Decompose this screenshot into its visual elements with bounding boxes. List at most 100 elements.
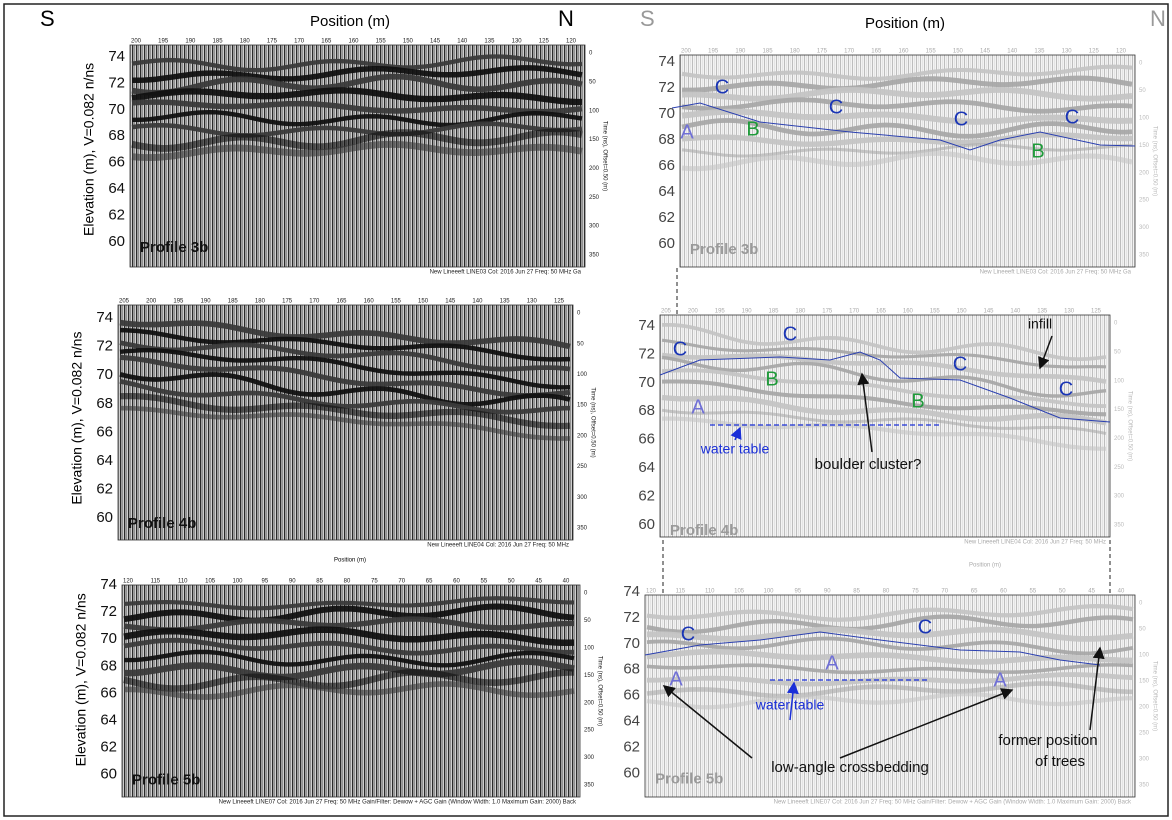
elevation-tick-label: 70 (96, 366, 113, 383)
trace-background (129, 44, 586, 268)
elevation-tick-label: 74 (638, 317, 655, 334)
elevation-tick-label: 72 (623, 609, 640, 626)
arrow (1038, 335, 1053, 370)
reflector (132, 109, 583, 128)
elevation-tick-label: 70 (658, 105, 675, 122)
reflector (681, 150, 1133, 172)
elevation-tick-label: 68 (623, 661, 640, 678)
position-tick-label: 140 (1010, 309, 1021, 315)
position-tick-label: 150 (403, 39, 414, 45)
annotation: A (993, 669, 1007, 691)
reflector (123, 668, 574, 692)
time-tick-label: 300 (584, 755, 595, 761)
position-tick-label: 80 (344, 579, 351, 585)
axis-title: Position (m) (865, 15, 945, 32)
arrow (1089, 646, 1105, 731)
reflector (131, 54, 583, 73)
reflector (119, 354, 571, 399)
position-tick-label: 165 (876, 309, 887, 315)
annotation: C (954, 108, 968, 130)
elevation-tick-label: 64 (638, 459, 655, 476)
reflector (124, 681, 575, 700)
profile-label: Profile 4b (128, 515, 196, 532)
time-tick-label: 150 (1139, 143, 1150, 149)
elevation-tick-label: 64 (108, 180, 125, 197)
reflector (646, 691, 1134, 710)
reflector (646, 636, 1134, 656)
time-tick-label: 100 (584, 645, 595, 651)
arrow (857, 372, 873, 453)
footer-text: New Lineeeft LINE07 Col: 2016 Jun 27 Fre… (219, 800, 577, 806)
reflector (119, 327, 571, 362)
annotation: A (680, 121, 694, 143)
position-tick-label: 170 (294, 39, 305, 45)
annotation: C (953, 353, 967, 375)
position-tick-label: 130 (1064, 309, 1075, 315)
time-tick-label: 250 (1139, 731, 1150, 737)
position-tick-label: 160 (898, 49, 909, 55)
time-tick-label: 350 (1114, 523, 1125, 529)
time-tick-label: 150 (1114, 407, 1125, 413)
arrow (662, 685, 753, 759)
position-tick-label: 185 (768, 309, 779, 315)
position-tick-label: 95 (795, 589, 802, 595)
position-tick-label: 180 (240, 39, 251, 45)
position-tick-label: 135 (484, 39, 495, 45)
position-tick-label: 80 (883, 589, 890, 595)
time-tick-label: 100 (1114, 378, 1125, 384)
elevation-tick-label: 66 (638, 431, 655, 448)
time-tick-label: 250 (589, 195, 600, 201)
annotation: infill (1028, 316, 1052, 332)
reflector (131, 128, 583, 152)
reflector (681, 108, 1133, 125)
time-tick-label: 300 (1114, 494, 1125, 500)
radargram (644, 594, 1136, 798)
position-tick-label: 50 (1059, 589, 1066, 595)
annotation: C (1065, 106, 1079, 128)
annotation: C (715, 76, 729, 98)
profile-label: Profile 5b (655, 770, 723, 787)
position-tick-label: 120 (1116, 49, 1127, 55)
profile-label: Profile 3b (690, 241, 758, 258)
profile-label: Profile 3b (140, 239, 208, 256)
position-tick-label: 165 (336, 299, 347, 305)
reflector (123, 658, 575, 681)
time-tick-label: 250 (1114, 465, 1125, 471)
position-tick-label: 50 (508, 579, 515, 585)
elevation-tick-label: 64 (100, 711, 117, 728)
reflector (120, 405, 570, 441)
elevation-tick-label: 74 (658, 53, 675, 70)
position-tick-label: 195 (173, 299, 184, 305)
elevation-tick-label: 68 (658, 131, 675, 148)
elevation-tick-label: 64 (623, 712, 640, 729)
position-tick-label: 160 (903, 309, 914, 315)
south-label: S (40, 6, 55, 31)
elevation-tick-label: 62 (658, 209, 675, 226)
position-tick-label: 175 (822, 309, 833, 315)
reflector (124, 649, 575, 668)
y-axis-title: Elevation (m), V=0.082 n/ns (81, 63, 97, 236)
time-tick-label: 0 (577, 311, 581, 317)
elevation-tick-label: 68 (108, 127, 125, 144)
annotation: A (825, 652, 839, 674)
time-tick-label: 100 (1139, 115, 1150, 121)
time-axis-title: Time (ns), Offset=0.50 (m) (589, 387, 595, 457)
elevation-tick-label: 74 (96, 309, 113, 326)
reflector (123, 596, 574, 611)
position-tick-label: 190 (201, 299, 212, 305)
position-tick-label: 190 (742, 309, 753, 315)
position-tick-label: 140 (457, 39, 468, 45)
position-tick-label: 65 (426, 579, 433, 585)
time-axis-title: Time (ns), Offset=0.50 (m) (1126, 391, 1132, 461)
elevation-tick-label: 62 (100, 739, 117, 756)
position-tick-label: 60 (1000, 589, 1007, 595)
position-tick-label: 100 (763, 589, 774, 595)
annotation: C (829, 96, 843, 118)
reflector (661, 394, 1107, 426)
elevation-tick-label: 66 (100, 684, 117, 701)
annotation: low-angle crossbedding (771, 759, 929, 776)
reflector (681, 75, 1133, 93)
reflector (661, 379, 1107, 417)
elevation-tick-label: 60 (658, 235, 675, 252)
elevation-tick-label: 66 (96, 423, 113, 440)
